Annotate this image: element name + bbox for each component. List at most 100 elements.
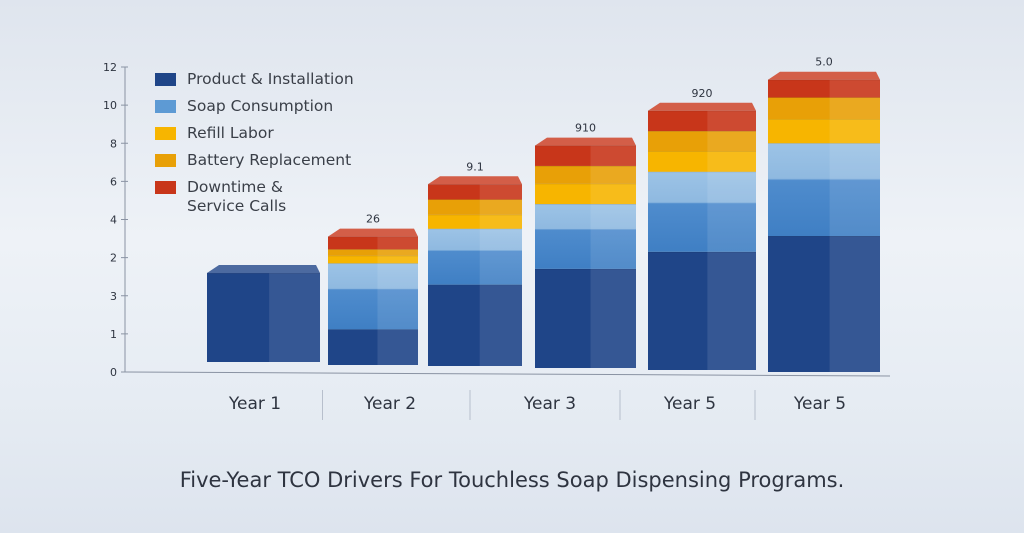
x-tick-label: Year 5 [663, 394, 716, 414]
bar-segment-highlight [590, 145, 636, 166]
x-tick-label: Year 3 [523, 394, 576, 414]
bar-segment-downtime-service-calls [648, 110, 756, 132]
bar-segment-highlight [479, 284, 522, 366]
legend-label: Downtime & Service Calls [187, 178, 286, 216]
bar-top-face [535, 137, 636, 146]
legend-label: Product & Installation [187, 70, 354, 89]
bar-total-label: 26 [366, 213, 380, 226]
bar-segment-highlight [707, 251, 756, 370]
bar-segment-highlight [707, 171, 756, 252]
bar-segment-downtime-service-calls [328, 236, 418, 250]
bar-stack [207, 265, 320, 362]
y-tick-label: 6 [110, 175, 117, 188]
bar-segment-downtime-service-calls [535, 145, 636, 166]
bar-segment-battery-replacement [648, 131, 756, 152]
x-tick-label: Year 5 [793, 394, 846, 414]
bar-total-label: 910 [575, 122, 596, 135]
chart-title: Five-Year TCO Drivers For Touchless Soap… [179, 468, 845, 492]
bar-segment-refill-labor [535, 183, 636, 205]
bar-segment-refill-labor [768, 119, 880, 144]
bar-segment-highlight [707, 131, 756, 152]
legend-swatch [155, 73, 176, 86]
bar-segment-battery-replacement [428, 199, 522, 215]
bar-segment-soap-consumption [535, 204, 636, 269]
bar-segment-highlight [590, 204, 636, 269]
bar-segment-downtime-service-calls [428, 184, 522, 200]
bar-segment-soap-consumption [648, 171, 756, 252]
bar-top-face [428, 176, 522, 185]
legend-label: Soap Consumption [187, 97, 333, 116]
bar-segment-highlight [479, 199, 522, 215]
bar-segment-product-installation [535, 268, 636, 368]
bar-total-label: 920 [692, 87, 713, 100]
legend-label: Battery Replacement [187, 151, 351, 170]
bars: 26 9.1 910 920 5.0 [207, 56, 880, 372]
bar-segment-soap-consumption [768, 143, 880, 237]
bar-segment-highlight [590, 183, 636, 205]
bar-segment-refill-labor [648, 151, 756, 172]
bar-stack: 910 [535, 122, 636, 368]
bar-segment-highlight [590, 165, 636, 184]
bar-segment-highlight [377, 263, 418, 330]
bar-top-face [207, 265, 320, 274]
y-tick-label: 1 [110, 328, 117, 341]
y-tick-label: 0 [110, 366, 117, 379]
legend-label-line: Service Calls [187, 197, 287, 215]
bar-segment-battery-replacement [328, 249, 418, 256]
y-tick-label: 10 [103, 99, 117, 112]
bar-segment-product-installation [328, 329, 418, 365]
bar-segment-refill-labor [428, 214, 522, 229]
bar-stack: 26 [328, 213, 418, 365]
bar-segment-highlight [377, 236, 418, 250]
bar-total-label: 9.1 [466, 160, 484, 173]
legend-item: Product & Installation [155, 70, 354, 89]
bar-segment-product-installation [207, 273, 320, 362]
legend-label-line: Product & Installation [187, 70, 354, 88]
bar-segment-soap-consumption [428, 228, 522, 285]
legend-item: Downtime & Service Calls [155, 178, 354, 216]
axes: 0 1 3 2 4 6 8 10 12 [103, 61, 891, 379]
legend-swatch [155, 181, 176, 194]
legend-swatch [155, 154, 176, 167]
bar-segment-highlight [829, 79, 880, 98]
bar-segment-highlight [479, 184, 522, 200]
x-tick-label: Year 2 [363, 394, 416, 414]
y-tick-label: 12 [103, 61, 117, 74]
bar-total-label: 5.0 [815, 56, 833, 69]
x-tick-label: Year 1 [228, 394, 281, 414]
bar-segment-refill-labor [328, 255, 418, 264]
bar-top-face [768, 71, 880, 80]
bar-segment-highlight [377, 249, 418, 256]
bar-segment-downtime-service-calls [768, 79, 880, 98]
bar-segment-highlight [479, 228, 522, 285]
bar-segment-highlight [829, 143, 880, 237]
legend-item: Refill Labor [155, 124, 354, 143]
bar-segment-highlight [829, 236, 880, 372]
legend-swatch [155, 100, 176, 113]
bar-segment-highlight [269, 273, 320, 362]
legend-item: Battery Replacement [155, 151, 354, 170]
bar-top-face [328, 228, 418, 237]
legend-item: Soap Consumption [155, 97, 354, 116]
bar-segment-soap-consumption [328, 263, 418, 330]
y-tick-label: 2 [110, 252, 117, 265]
x-axis-line [124, 371, 891, 377]
bar-segment-highlight [829, 97, 880, 120]
y-tick-label: 8 [110, 137, 117, 150]
bar-top-face [648, 102, 756, 111]
y-tick-label: 4 [110, 214, 117, 227]
legend-label-line: Downtime & [187, 178, 283, 196]
bar-stack: 5.0 [768, 56, 880, 372]
legend-swatch [155, 127, 176, 140]
bar-segment-highlight [707, 110, 756, 132]
bar-stack: 9.1 [428, 160, 522, 366]
bar-segment-product-installation [428, 284, 522, 366]
bar-segment-highlight [829, 119, 880, 144]
legend-label-line: Battery Replacement [187, 151, 352, 169]
bar-segment-battery-replacement [768, 97, 880, 120]
y-tick-label: 3 [110, 290, 117, 303]
bar-segment-highlight [590, 268, 636, 368]
legend-label-line: Refill Labor [187, 124, 274, 142]
bar-segment-battery-replacement [535, 165, 636, 184]
